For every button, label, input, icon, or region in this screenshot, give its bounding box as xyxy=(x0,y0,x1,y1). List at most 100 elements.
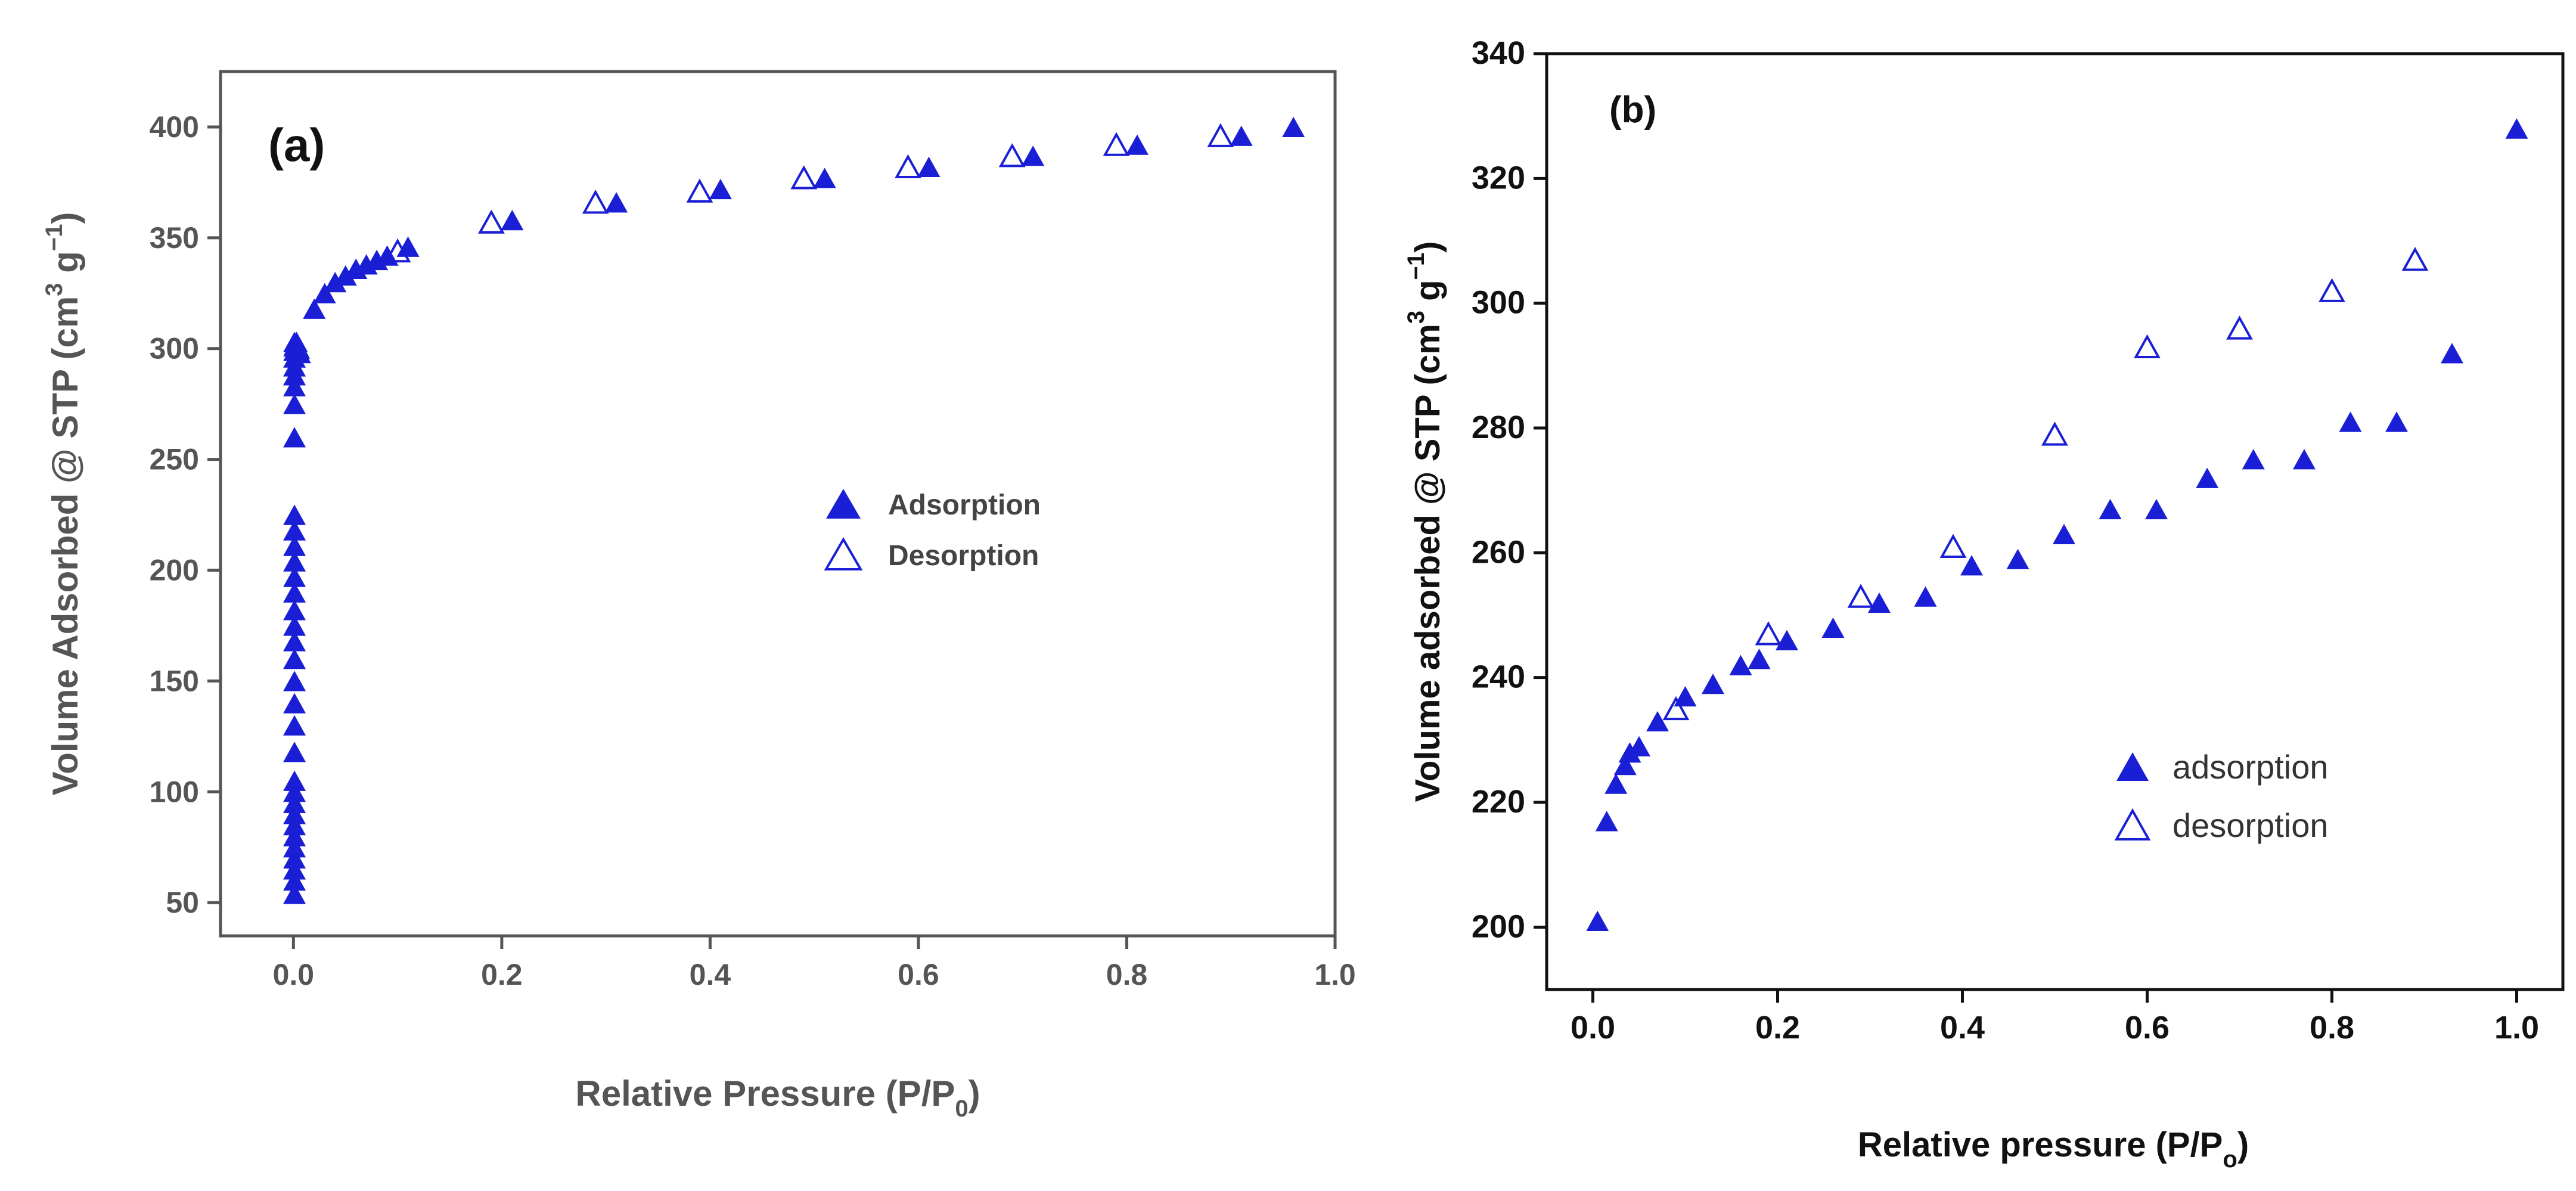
chart-a-legend: Adsorption Desorption xyxy=(824,489,1041,572)
chart-b-plot-frame xyxy=(1545,52,2565,991)
adsorption-point xyxy=(283,742,306,762)
adsorption-point xyxy=(1729,655,1752,675)
x-tick-label: 0.2 xyxy=(481,958,523,991)
desorption-point xyxy=(895,154,921,178)
adsorption-point xyxy=(334,265,357,286)
desorption-point xyxy=(2041,421,2068,446)
adsorption-point xyxy=(709,178,732,200)
adsorption-point xyxy=(605,192,628,213)
adsorption-point xyxy=(283,393,306,414)
chart-a-y-axis-label: Volume Adsorbed @ STP (cm3 g−1) xyxy=(41,212,85,796)
adsorption-point xyxy=(283,870,306,891)
x-tick-label: 0.8 xyxy=(1106,958,1148,991)
chart-b-x-axis: 0.0 0.2 0.4 0.6 0.8 1.0 xyxy=(1571,990,2539,1046)
y-tick-label: 220 xyxy=(1472,784,1525,820)
y-tick-label: 320 xyxy=(1472,160,1525,196)
adsorption-point xyxy=(283,649,306,669)
chart-b-x-axis-label: Relative pressure (P/Po) xyxy=(1858,1125,2249,1173)
adsorption-point xyxy=(283,535,306,556)
adsorption-point xyxy=(1960,555,1983,576)
y-tick-label: 50 xyxy=(166,886,199,919)
adsorption-point xyxy=(283,815,306,836)
adsorption-point xyxy=(283,427,306,448)
adsorption-point xyxy=(2006,548,2029,569)
adsorption-point xyxy=(501,210,524,231)
y-tick-label: 280 xyxy=(1472,410,1525,445)
adsorption-point xyxy=(283,837,306,858)
y-tick-label: 240 xyxy=(1472,659,1525,695)
adsorption-point xyxy=(917,156,941,177)
adsorption-point xyxy=(313,283,336,303)
x-tick-label: 0.0 xyxy=(1571,1010,1615,1046)
adsorption-point xyxy=(2339,411,2362,432)
y-tick-label: 200 xyxy=(1472,908,1525,944)
x-tick-label: 0.4 xyxy=(1940,1010,1985,1046)
adsorption-point xyxy=(2293,449,2316,470)
adsorption-point xyxy=(288,343,311,364)
x-tick-label: 0.6 xyxy=(2125,1010,2170,1046)
y-tick-label: 150 xyxy=(150,664,199,697)
adsorption-point xyxy=(283,631,306,652)
desorption-point xyxy=(790,165,818,190)
adsorption-point xyxy=(1282,116,1305,138)
chart-b-y-axis-label: Volume adsorbed @ STP (cm3 g−1) xyxy=(1403,241,1447,802)
y-tick-label: 350 xyxy=(150,221,199,255)
y-tick-label: 400 xyxy=(150,110,199,144)
adsorption-point xyxy=(1914,586,1937,607)
desorption-point xyxy=(998,143,1026,168)
adsorption-point xyxy=(1618,742,1641,763)
legend-desorption-marker xyxy=(824,537,863,570)
legend-adsorption-label: Adsorption xyxy=(888,489,1041,521)
adsorption-point xyxy=(1821,617,1845,638)
desorption-point xyxy=(1207,123,1234,147)
legend-adsorption-marker xyxy=(2116,752,2149,781)
chart-a-x-axis: 0.0 0.2 0.4 0.6 0.8 1.0 xyxy=(273,936,1356,991)
desorption-point xyxy=(2401,247,2429,271)
adsorption-point xyxy=(2441,343,2463,364)
x-tick-label: 1.0 xyxy=(2494,1010,2539,1046)
chart-b-legend: adsorption desorption xyxy=(2114,748,2329,844)
legend-desorption-marker xyxy=(2114,808,2151,840)
adsorption-point xyxy=(283,781,306,802)
adsorption-point xyxy=(283,520,306,541)
chart-a: 50 100 150 200 250 300 350 400 0.0 0.2 0.4 0.6 0.8 1… xyxy=(41,70,1356,1122)
desorption-point xyxy=(1939,534,1967,558)
legend-desorption-label: Desorption xyxy=(888,540,1039,572)
adsorption-point xyxy=(1230,125,1253,146)
chart-a-panel-label: (a) xyxy=(268,119,325,171)
adsorption-point xyxy=(1748,649,1771,669)
y-tick-label: 260 xyxy=(1472,534,1525,570)
adsorption-point xyxy=(2145,498,2168,520)
adsorption-point xyxy=(283,693,306,714)
adsorption-point xyxy=(1776,629,1798,650)
chart-b-panel-label: (b) xyxy=(1609,89,1656,131)
chart-b: 200 220 240 260 280 300 320 340 0.0 0.2 0.4 0.6 0.8… xyxy=(1403,35,2565,1173)
x-tick-label: 1.0 xyxy=(1314,958,1356,991)
adsorption-point xyxy=(283,376,306,397)
chart-a-y-axis: 50 100 150 200 250 300 350 400 xyxy=(150,110,221,919)
chart-a-points xyxy=(283,116,1305,904)
desorption-point xyxy=(1755,621,1782,646)
adsorption-point xyxy=(2099,498,2122,520)
x-tick-label: 0.8 xyxy=(2310,1010,2354,1046)
adsorption-point xyxy=(1646,711,1669,732)
adsorption-point xyxy=(303,298,326,319)
adsorption-point xyxy=(1702,674,1724,694)
adsorption-point xyxy=(1586,910,1609,931)
chart-a-plot-frame xyxy=(219,70,1337,938)
adsorption-point xyxy=(813,168,836,188)
desorption-point xyxy=(2134,334,2161,359)
adsorption-point xyxy=(283,600,306,621)
y-tick-label: 300 xyxy=(150,332,199,365)
chart-b-points xyxy=(1586,118,2528,931)
adsorption-point xyxy=(324,272,347,293)
y-tick-label: 300 xyxy=(1472,285,1525,321)
adsorption-point xyxy=(283,582,306,603)
x-tick-label: 0.4 xyxy=(690,958,731,991)
adsorption-point xyxy=(283,792,306,814)
adsorption-point xyxy=(2242,449,2265,470)
adsorption-point xyxy=(1125,134,1149,155)
adsorption-point xyxy=(2385,411,2408,432)
desorption-point xyxy=(1662,696,1690,721)
y-tick-label: 200 xyxy=(150,554,199,587)
